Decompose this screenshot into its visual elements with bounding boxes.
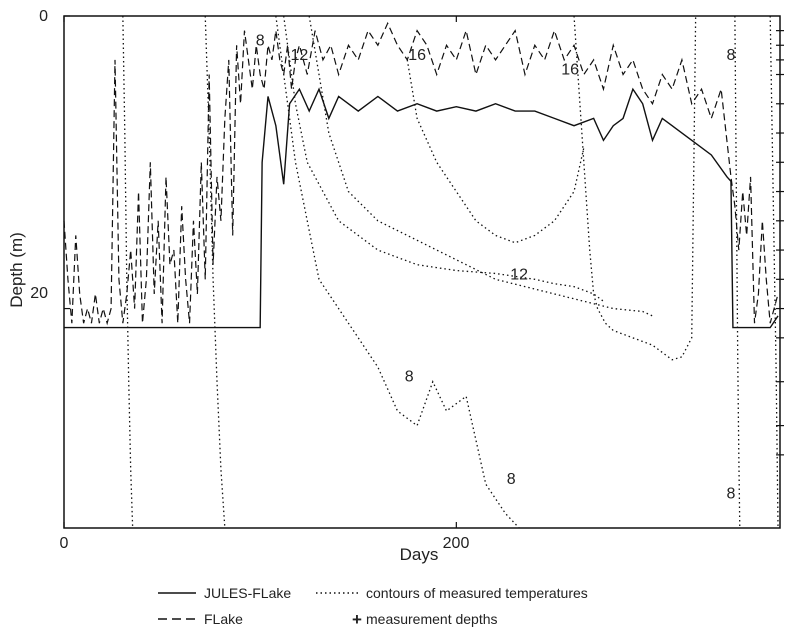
legend-flake-label: FLake	[204, 611, 243, 627]
legend-measurement-plus-icon: +	[352, 610, 362, 629]
contour-line-5	[406, 59, 585, 244]
x-tick-label-0: 0	[60, 535, 69, 552]
legend-jules-flake-label: JULES-FLake	[204, 585, 291, 601]
contour-line-6	[573, 15, 697, 361]
legend-measurement-depths-label: measurement depths	[366, 611, 498, 627]
contour-line-7	[734, 15, 741, 529]
x-axis-label: Days	[400, 545, 439, 564]
contour-label-7: 8	[727, 47, 736, 64]
chart-marks: 8 12 16 16 12 8 8 8 8	[63, 15, 784, 529]
plot-frame	[63, 15, 781, 529]
series-line-flake	[63, 21, 779, 326]
contour-label-0: 8	[256, 32, 265, 49]
legend: JULES-FLake contours of measured tempera…	[158, 585, 588, 629]
contour-label-2: 16	[408, 47, 426, 64]
contour-label-1: 12	[290, 47, 308, 64]
contour-line-3	[283, 15, 604, 302]
contour-label-5: 8	[405, 369, 414, 386]
x-tick-label-200: 200	[443, 535, 470, 552]
y-axis-label: Depth (m)	[7, 232, 26, 308]
y-tick-label-0: 0	[39, 8, 48, 25]
contour-label-4: 12	[510, 266, 528, 283]
contour-line-0	[122, 15, 134, 529]
contour-label-8: 8	[727, 486, 736, 503]
contour-label-6: 8	[507, 471, 516, 488]
legend-contours-label: contours of measured temperatures	[366, 585, 588, 601]
y-tick-label-20: 20	[30, 285, 48, 302]
contour-line-8	[769, 15, 779, 529]
contour-label-3: 16	[561, 62, 579, 79]
series-line-jules-flake	[64, 87, 779, 329]
contour-line-2	[275, 15, 520, 529]
contour-line-1	[204, 15, 226, 529]
